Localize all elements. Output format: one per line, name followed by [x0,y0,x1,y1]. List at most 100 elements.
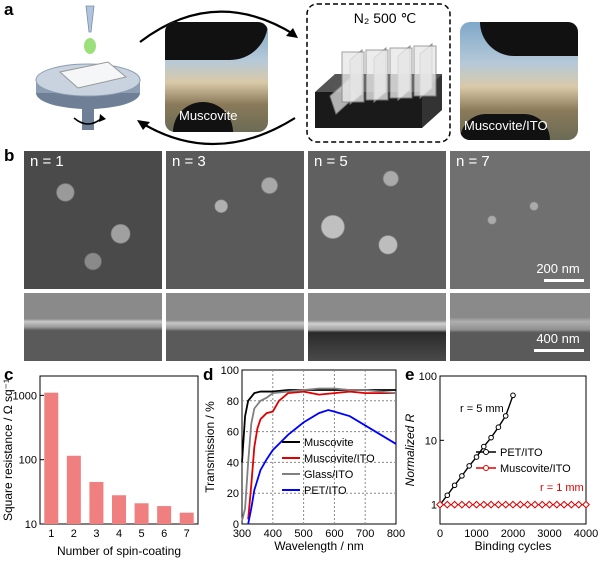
muscovite-photo-label: Muscovite [179,108,238,123]
chart-c-xtick: 7 [184,528,190,540]
chart-e-legend-label: PET/ITO [500,447,543,459]
chart-d-series-line [247,390,396,520]
chart-e-point [567,500,576,509]
panel-label-e: e [405,365,415,384]
chart-d-xtick: 800 [387,528,405,540]
chart-e-point [473,454,480,460]
scale-label-bottom: 400 nm [536,331,580,346]
panel-a-graphics [35,3,451,146]
chart-c-xtick: 1 [48,528,54,540]
chart-e-point [502,413,509,419]
chart-e-xtick: 3000 [537,528,561,540]
muscovite-ito-photo-label: Muscovite/ITO [464,118,548,133]
chart-e-point [443,500,452,509]
cross-section-n5 [308,293,446,361]
chart-d-frame [241,369,397,525]
chart-d-legend-label: PET/ITO [304,485,347,497]
chart-e-point [516,500,525,509]
muscovite-ito-photo: Muscovite/ITO [460,22,578,140]
cross-section-n1 [24,293,162,361]
sem-image-n7: n = 7 200 nm [450,151,590,289]
chart-e-xtick: 2000 [501,528,525,540]
chart-e-ytick: 10 [425,435,437,447]
chart-d-xlabel: Wavelength / nm [274,539,364,553]
chart-d-xtick: 400 [264,528,282,540]
chart-d-xtick: 700 [356,528,374,540]
muscovite-photo: Muscovite [165,22,268,132]
sem-label-n1: n = 1 [30,153,64,170]
chart-e-point [479,500,488,509]
chart-d-xtick: 300 [233,528,251,540]
chart-e-point [552,500,561,509]
chart-e-xtick: 1000 [464,528,488,540]
sample-holder-icon [315,42,442,128]
chart-e-point [451,482,458,489]
chart-e-point [488,434,494,441]
chart-e-legend-label: Muscovite/ITO [500,463,571,475]
chart-e-point [481,443,487,450]
chart-e-point [466,463,473,469]
chart-e-point [487,500,496,509]
chart-e-legend-marker [483,449,489,455]
chart-c-xtick: 6 [161,528,167,540]
chart-d-legend-label: Muscovite/ITO [304,453,375,465]
chart-e-xtick: 0 [437,528,443,540]
chart-e-point [436,500,444,509]
arrow-top-icon [139,10,296,43]
chart-d-ytick: 0 [233,519,239,531]
chart-d-ylabel: Transmission / % [203,401,217,493]
chart-e-point [450,500,459,509]
chart-d-xtick: 600 [325,528,343,540]
chart-d-legend-label: Muscovite [304,437,354,449]
panel-label-a: a [4,0,14,19]
panel-label-d: d [203,365,214,384]
chart-c-bar [112,495,126,524]
furnace-label: N₂ 500 ℃ [353,10,417,26]
chart-e-point [560,500,569,509]
chart-e-point [494,500,503,509]
chart-d-ytick: 80 [227,396,239,408]
chart-e-point [457,500,466,509]
chart-c-bar [89,481,104,524]
chart-e-point [444,492,451,499]
chart-e-xtick: 4000 [574,528,598,540]
scale-bar-top [544,279,584,282]
chart-d-series-line [241,387,397,522]
chart-e-point [574,500,583,509]
chart-e-ylabel: Normalized R [403,413,417,486]
pipette-icon [84,5,96,54]
chart-e-point [523,500,532,509]
scale-label-top: 200 nm [536,261,580,276]
chart-c-ytick: 100 [19,455,37,467]
chart-d-ytick: 40 [227,457,239,469]
chart-e-point [582,500,590,509]
cross-section-n3 [166,293,304,361]
chart-e-point [509,500,517,509]
chart-e-frame [439,375,587,525]
chart-c-xtick: 4 [116,528,122,540]
chart-c-xtick: 2 [71,528,77,540]
chart-c-bar [134,503,149,524]
chart-e-point [530,500,539,509]
scale-bar-bottom [534,349,584,352]
chart-e-xlabel: Binding cycles [475,539,552,553]
chart-c-bar [66,455,81,524]
chart-e-legend-marker [483,465,489,471]
chart-e-point [501,500,510,509]
chart-d-ytick: 20 [227,488,239,500]
chart-c-ytick: 1000 [13,390,37,402]
chart-e-point [495,424,502,430]
chart-c-xlabel: Number of spin-coating [57,544,181,558]
sem-label-n5: n = 5 [314,153,348,170]
chart-c-xtick: 5 [139,528,145,540]
cross-section-n7: 400 nm [450,293,590,361]
spin-coater-icon [35,61,141,130]
arrow-bottom-icon [139,117,296,146]
chart-d-series-line [247,409,397,525]
panel-label-c: c [4,365,14,384]
chart-d-xtick: 500 [294,528,312,540]
sem-image-n1: n = 1 [24,151,162,289]
chart-e-ytick: 1 [431,500,437,512]
chart-e-annotation-r1: r = 1 mm [540,482,584,494]
